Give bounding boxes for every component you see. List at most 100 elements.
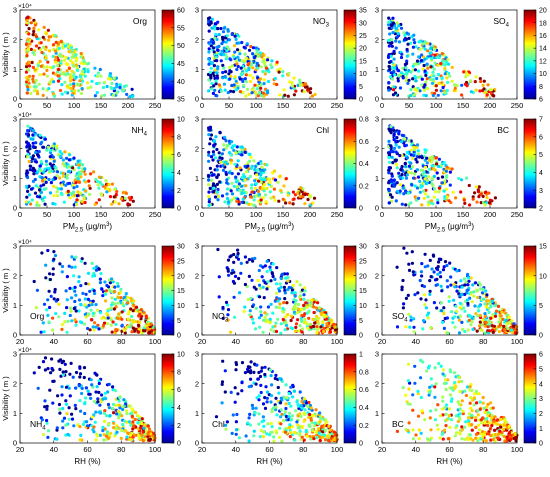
data-point xyxy=(75,63,78,66)
data-point xyxy=(228,57,231,60)
data-point xyxy=(270,394,273,397)
x-tick-label: 100 xyxy=(331,445,344,454)
data-point xyxy=(279,422,282,425)
data-point xyxy=(281,273,284,276)
data-point xyxy=(463,293,466,296)
data-point xyxy=(220,50,223,53)
data-point xyxy=(451,66,454,69)
x-tick-label: 60 xyxy=(445,445,453,454)
data-point xyxy=(300,308,303,311)
data-point xyxy=(115,428,118,431)
data-point xyxy=(484,325,487,328)
data-point xyxy=(148,331,151,334)
data-point xyxy=(431,82,434,85)
data-point xyxy=(393,138,396,141)
data-point xyxy=(54,288,57,291)
y-tick-label: 2 xyxy=(375,144,379,153)
x-tick-label: 200 xyxy=(122,101,135,110)
data-point xyxy=(66,331,69,334)
data-point xyxy=(26,125,29,128)
data-point xyxy=(433,187,436,190)
data-point xyxy=(433,270,436,273)
data-point xyxy=(392,179,395,182)
data-point xyxy=(429,65,432,68)
data-point xyxy=(428,386,431,389)
data-point xyxy=(93,292,96,295)
data-point xyxy=(449,184,452,187)
colorbar-tick-label: 15 xyxy=(359,58,367,65)
data-point xyxy=(513,437,516,440)
data-point xyxy=(228,77,231,80)
data-point xyxy=(83,412,86,415)
data-point xyxy=(320,425,323,428)
data-point xyxy=(92,425,95,428)
data-point xyxy=(278,306,281,309)
data-point xyxy=(98,404,101,407)
data-point xyxy=(248,385,251,388)
data-point xyxy=(215,148,218,151)
data-point xyxy=(32,172,35,175)
data-point xyxy=(79,372,82,375)
data-point xyxy=(467,416,470,419)
data-point xyxy=(503,440,506,443)
data-point xyxy=(56,426,59,429)
data-point xyxy=(404,325,407,328)
data-point xyxy=(78,181,81,184)
data-point xyxy=(231,172,234,175)
data-point xyxy=(429,428,432,431)
data-point xyxy=(480,421,483,424)
data-point xyxy=(90,378,93,381)
data-point xyxy=(259,51,262,54)
data-point xyxy=(493,429,496,432)
data-point xyxy=(266,260,269,263)
data-point xyxy=(319,417,322,420)
data-point xyxy=(62,162,65,165)
data-point xyxy=(441,372,444,375)
y-tick-label: 2 xyxy=(195,271,199,280)
data-point xyxy=(453,387,456,390)
data-point xyxy=(466,298,469,301)
data-point xyxy=(425,306,428,309)
data-point xyxy=(295,322,298,325)
data-point xyxy=(73,300,76,303)
data-point xyxy=(26,85,29,88)
data-point xyxy=(436,403,439,406)
data-point xyxy=(410,171,413,174)
data-point xyxy=(496,422,499,425)
data-point xyxy=(102,439,105,442)
data-point xyxy=(419,297,422,300)
data-point xyxy=(494,196,497,199)
data-point xyxy=(234,35,237,38)
data-point xyxy=(86,62,89,65)
data-point xyxy=(287,95,290,98)
x-tick-label: 20 xyxy=(16,337,24,346)
data-point xyxy=(80,392,83,395)
data-point xyxy=(111,407,114,410)
data-point xyxy=(132,425,135,428)
data-point xyxy=(479,401,482,404)
colorbar-tick-label: 30 xyxy=(359,244,367,251)
data-point xyxy=(462,70,465,73)
data-point xyxy=(288,402,291,405)
data-point xyxy=(49,66,52,69)
data-point xyxy=(454,305,457,308)
data-point xyxy=(62,175,65,178)
data-point xyxy=(479,314,482,317)
data-point xyxy=(227,200,230,203)
data-point xyxy=(260,169,263,172)
data-point xyxy=(252,371,255,374)
data-point xyxy=(74,53,77,56)
data-point xyxy=(312,305,315,308)
data-point xyxy=(408,165,411,168)
data-point xyxy=(455,431,458,434)
data-point xyxy=(265,287,268,290)
data-point xyxy=(262,415,265,418)
data-point xyxy=(218,295,221,298)
data-point xyxy=(132,327,135,330)
data-point xyxy=(406,43,409,46)
data-point xyxy=(71,166,74,169)
data-point xyxy=(63,417,66,420)
data-point xyxy=(318,411,321,414)
y-tick-label: 0 xyxy=(195,204,199,213)
